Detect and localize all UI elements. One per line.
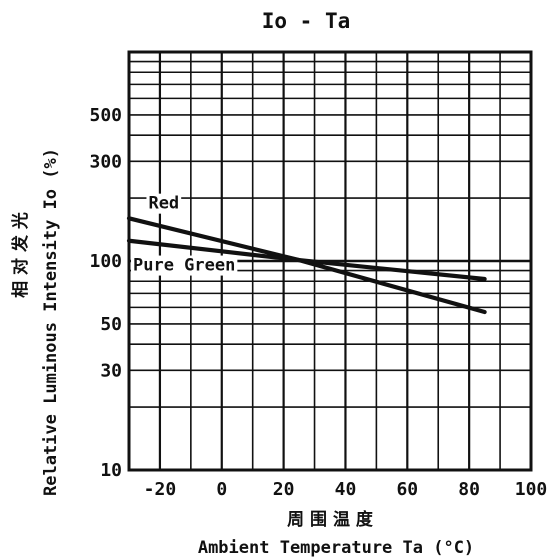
x-tick-label: 80 [458, 479, 480, 500]
grid [129, 52, 531, 470]
y-tick-label: 100 [89, 251, 122, 272]
plot-frame [127, 50, 533, 472]
series-label-bg [131, 255, 238, 276]
x-tick-label: 0 [216, 479, 227, 500]
series-line [126, 238, 487, 282]
series-label: Red [148, 194, 179, 214]
y-tick-label: 500 [89, 105, 122, 126]
y-tick-label: 300 [89, 151, 122, 172]
series-layer: Red Pure Green [126, 193, 487, 315]
series-label-bg [146, 193, 182, 214]
x-axis-label: Ambient Temperature Ta (°C) [198, 538, 474, 558]
y-tick-label: 30 [100, 360, 122, 381]
x-tick-label: 100 [515, 479, 548, 500]
y-axis-label: Relative Luminous Intensity Io (%) [41, 148, 61, 496]
x-tick-labels: -20 0 20 40 60 80 100 [144, 479, 548, 500]
y-tick-label: 50 [100, 314, 122, 335]
series-label: Pure Green [133, 256, 235, 276]
chart-title: Io - Ta [262, 9, 351, 33]
y-axis-label-cn: 相 对 发 光 [10, 212, 31, 298]
y-tick-labels: 10 30 50 100 300 500 [89, 105, 122, 481]
x-tick-label: 40 [335, 479, 357, 500]
y-tick-label: 10 [100, 460, 122, 481]
x-tick-label: -20 [144, 479, 177, 500]
x-tick-label: 20 [273, 479, 295, 500]
x-tick-label: 60 [396, 479, 418, 500]
x-axis-label-cn: 周 围 温 度 [287, 509, 374, 530]
